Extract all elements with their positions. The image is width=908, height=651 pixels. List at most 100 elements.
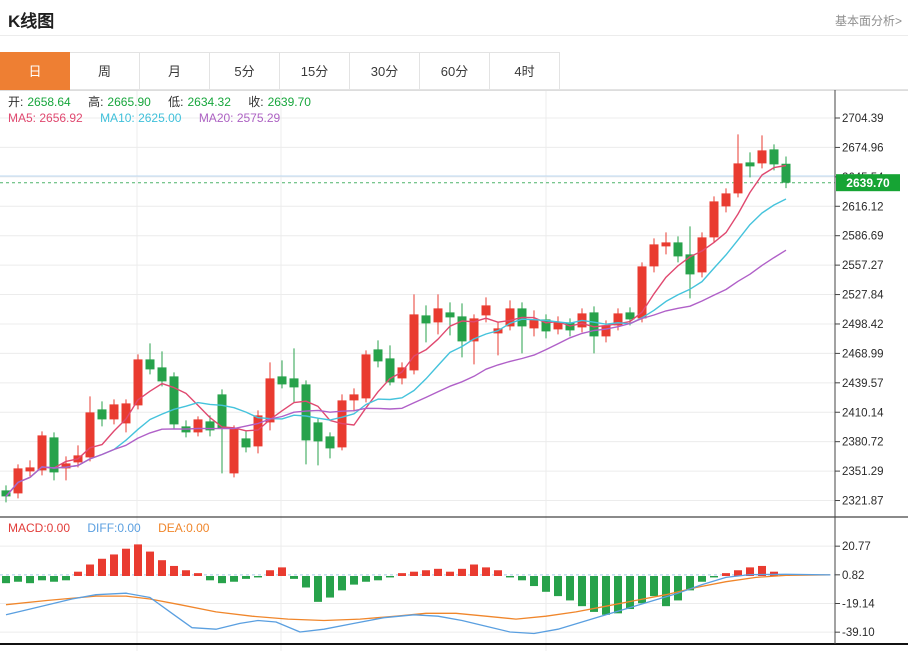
- chart-area: 2704.392674.962645.542616.122586.692557.…: [0, 90, 908, 651]
- candle-body: [481, 305, 491, 316]
- tab-week[interactable]: 周: [70, 52, 140, 90]
- macd-histogram-bar: [746, 567, 754, 576]
- macd-histogram-bar: [398, 573, 406, 576]
- macd-histogram-bar: [638, 576, 646, 604]
- macd-histogram-bar: [626, 576, 634, 610]
- candle-body: [85, 412, 95, 458]
- candle-body: [193, 419, 203, 433]
- candle-body: [277, 376, 287, 385]
- fundamental-analysis-link[interactable]: 基本面分析>: [834, 14, 902, 28]
- macd-histogram-bar: [386, 576, 394, 578]
- page-title: K线图: [8, 12, 55, 31]
- macd-axis-label: 20.77: [842, 541, 871, 553]
- tab-day[interactable]: 日: [0, 52, 70, 90]
- candle-body: [397, 367, 407, 379]
- candle-body: [61, 463, 71, 469]
- candle-body: [745, 162, 755, 167]
- candle-body: [169, 376, 179, 425]
- candle-body: [721, 193, 731, 207]
- price-axis-label: 2410.14: [842, 407, 884, 419]
- candle-body: [661, 242, 671, 247]
- candle-body: [157, 367, 167, 382]
- candle-body: [625, 312, 635, 320]
- candle-body: [529, 319, 539, 329]
- macd-histogram-bar: [650, 576, 658, 597]
- price-axis-label: 2557.27: [842, 260, 884, 272]
- candle-body: [433, 308, 443, 323]
- price-axis-label: 2439.57: [842, 378, 884, 390]
- macd-axis-label: -19.14: [842, 598, 875, 610]
- macd-histogram-bar: [674, 576, 682, 601]
- macd-histogram-bar: [350, 576, 358, 585]
- macd-histogram-bar: [326, 576, 334, 598]
- candle-body: [361, 354, 371, 399]
- price-axis-label: 2351.29: [842, 466, 884, 478]
- macd-histogram-bar: [530, 576, 538, 587]
- tab-60min[interactable]: 60分: [420, 52, 490, 90]
- macd-histogram-bar: [554, 576, 562, 597]
- candle-body: [757, 150, 767, 164]
- macd-histogram-bar: [362, 576, 370, 582]
- candle-body: [13, 468, 23, 494]
- candle-body: [421, 315, 431, 324]
- candle-body: [205, 421, 215, 431]
- candle-body: [37, 435, 47, 471]
- candle-body: [457, 316, 467, 342]
- macd-histogram-bar: [662, 576, 670, 607]
- tab-month[interactable]: 月: [140, 52, 210, 90]
- macd-histogram-bar: [62, 576, 70, 581]
- candle-body: [229, 428, 239, 474]
- candle-body: [289, 378, 299, 388]
- candlestick-chart-svg[interactable]: 2704.392674.962645.542616.122586.692557.…: [0, 90, 908, 651]
- macd-histogram-bar: [14, 576, 22, 582]
- candle-body: [121, 403, 131, 424]
- tab-15min[interactable]: 15分: [280, 52, 350, 90]
- candle-body: [349, 394, 359, 401]
- macd-histogram-bar: [710, 576, 718, 578]
- candle-body: [613, 313, 623, 326]
- candle-body: [781, 163, 791, 183]
- macd-histogram-bar: [86, 564, 94, 576]
- ma20-line: [5, 249, 787, 497]
- macd-histogram-bar: [446, 571, 454, 576]
- macd-histogram-bar: [146, 551, 154, 576]
- macd-histogram-bar: [458, 568, 466, 576]
- macd-histogram-bar: [566, 576, 574, 601]
- candle-body: [637, 266, 647, 319]
- macd-histogram-bar: [686, 576, 694, 591]
- ma10-line: [5, 198, 787, 497]
- macd-histogram-bar: [110, 554, 118, 576]
- macd-histogram-bar: [590, 576, 598, 612]
- diff-line: [5, 573, 831, 635]
- macd-histogram-bar: [194, 573, 202, 576]
- candle-body: [385, 358, 395, 383]
- candle-body: [145, 359, 155, 370]
- macd-histogram-bar: [38, 576, 46, 581]
- macd-histogram-bar: [734, 570, 742, 576]
- macd-histogram-bar: [26, 576, 34, 584]
- candle-body: [217, 394, 227, 429]
- candle-body: [769, 149, 779, 165]
- macd-histogram-bar: [410, 571, 418, 576]
- macd-histogram-bar: [50, 576, 58, 582]
- macd-histogram-bar: [722, 573, 730, 576]
- candle-body: [649, 244, 659, 267]
- candle-body: [253, 415, 263, 447]
- candle-body: [49, 437, 59, 473]
- candle-body: [733, 163, 743, 194]
- macd-histogram-bar: [494, 570, 502, 576]
- macd-histogram-bar: [134, 544, 142, 576]
- macd-histogram-bar: [470, 564, 478, 576]
- candle-body: [601, 325, 611, 337]
- tab-5min[interactable]: 5分: [210, 52, 280, 90]
- macd-histogram-bar: [254, 576, 262, 578]
- candle-body: [445, 312, 455, 318]
- tab-4hour[interactable]: 4时: [490, 52, 560, 90]
- candle-body: [697, 237, 707, 273]
- interval-tabbar: 日 周 月 5分 15分 30分 60分 4时: [0, 52, 908, 90]
- macd-histogram-bar: [230, 576, 238, 582]
- candle-body: [553, 322, 563, 330]
- tab-30min[interactable]: 30分: [350, 52, 420, 90]
- candle-body: [469, 318, 479, 342]
